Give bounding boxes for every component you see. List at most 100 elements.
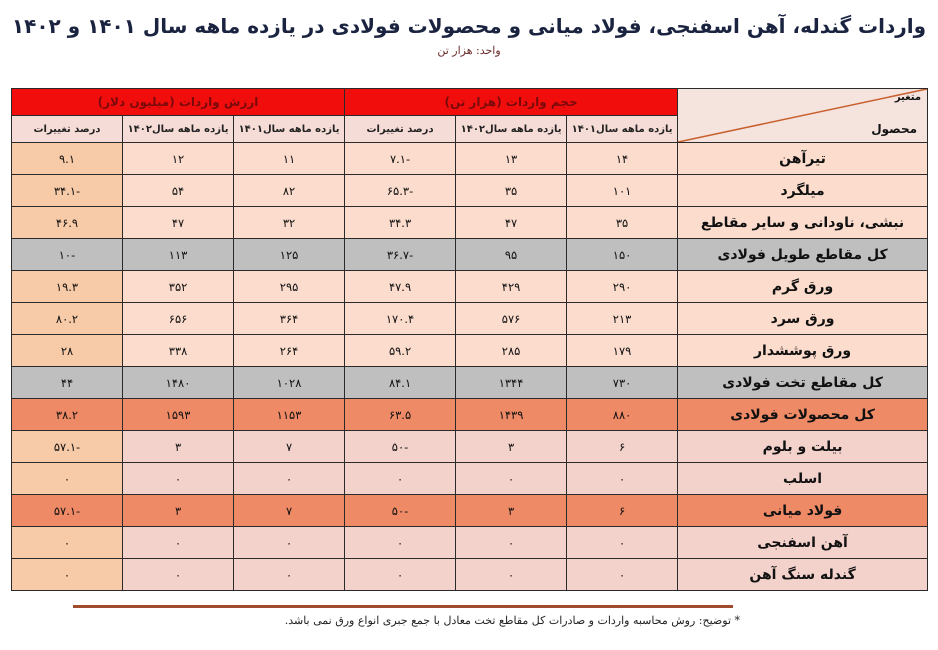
cell-vol-pct: ۰ [344, 526, 457, 559]
variable-label: متغیر [894, 92, 922, 103]
cell-vol-pct: -۶۵.۳ [344, 174, 457, 207]
group-header-volume: حجم واردات (هزار تن) [344, 88, 679, 116]
footnote: * توضیح: روش محاسبه واردات و صادرات کل م… [284, 614, 740, 627]
cell-vol-1401: ۶ [566, 494, 679, 527]
cell-vol-1401: ۰ [566, 558, 679, 591]
cell-vol-1402: ۱۳۴۴ [455, 366, 568, 399]
cell-vol-pct: -۷.۱ [344, 142, 457, 175]
cell-vol-1401: ۱۵۰ [566, 238, 679, 271]
cell-vol-1401: ۱۴ [566, 142, 679, 175]
cell-val-1402: ۱۵۹۳ [122, 398, 235, 431]
footer-divider [73, 605, 733, 608]
cell-val-1402: ۰ [122, 526, 235, 559]
cell-val-pct: ۲۸ [10, 334, 124, 367]
table-row: ورق سرد ۲۱۳ ۵۷۶ ۱۷۰.۴ ۳۶۴ ۶۵۶ ۸۰.۲ [10, 302, 929, 335]
cell-vol-1402: ۰ [455, 526, 568, 559]
corner-header: متغیر محصول [677, 88, 929, 143]
cell-val-1402: ۳۳۸ [122, 334, 235, 367]
product-name-cell: اسلب [677, 462, 929, 495]
product-name-cell: کل محصولات فولادی [677, 398, 929, 431]
cell-val-1402: ۶۵۶ [122, 302, 235, 335]
cell-val-1401: ۱۱ [233, 142, 346, 175]
cell-vol-1401: ۱۷۹ [566, 334, 679, 367]
cell-val-1401: ۱۲۵ [233, 238, 346, 271]
cell-val-1402: ۳ [122, 494, 235, 527]
cell-vol-1402: ۰ [455, 462, 568, 495]
subheader-volume-1402: یازده ماهه سال۱۴۰۲ [455, 115, 568, 143]
cell-vol-pct: -۳۶.۷ [344, 238, 457, 271]
product-name-cell: آهن اسفنجی [677, 526, 929, 559]
cell-vol-pct: ۱۷۰.۴ [344, 302, 457, 335]
table-row: گندله سنگ آهن ۰ ۰ ۰ ۰ ۰ ۰ [10, 558, 929, 591]
product-name-cell: بیلت و بلوم [677, 430, 929, 463]
cell-val-1402: ۳ [122, 430, 235, 463]
cell-vol-pct: ۰ [344, 558, 457, 591]
product-name-cell: تیرآهن [677, 142, 929, 175]
cell-vol-1401: ۲۹۰ [566, 270, 679, 303]
product-name-cell: گندله سنگ آهن [677, 558, 929, 591]
cell-vol-pct: ۴۷.۹ [344, 270, 457, 303]
cell-vol-1401: ۷۳۰ [566, 366, 679, 399]
cell-val-pct: ۰ [10, 526, 124, 559]
product-label: محصول [871, 122, 918, 136]
cell-vol-1402: ۰ [455, 558, 568, 591]
cell-val-1402: ۴۷ [122, 206, 235, 239]
cell-vol-1402: ۵۷۶ [455, 302, 568, 335]
subheader-value-pct: درصد تغییرات [10, 115, 124, 143]
diagonal-divider-icon [678, 89, 927, 142]
cell-val-1401: ۰ [233, 558, 346, 591]
cell-val-1401: ۷ [233, 430, 346, 463]
cell-val-pct: -۳۴.۱ [10, 174, 124, 207]
subheader-volume-1401: یازده ماهه سال۱۴۰۱ [566, 115, 679, 143]
group-header-value: ارزش واردات (میلیون دلار) [10, 88, 346, 116]
cell-val-pct: ۱۹.۳ [10, 270, 124, 303]
cell-val-1402: ۰ [122, 558, 235, 591]
product-name-cell: نبشی، ناودانی و سایر مقاطع [677, 206, 929, 239]
cell-vol-1401: ۰ [566, 526, 679, 559]
table-row: اسلب ۰ ۰ ۰ ۰ ۰ ۰ [10, 462, 929, 495]
product-name-cell: فولاد میانی [677, 494, 929, 527]
table-row: تیرآهن ۱۴ ۱۳ -۷.۱ ۱۱ ۱۲ ۹.۱ [10, 142, 929, 175]
cell-val-pct: -۱۰ [10, 238, 124, 271]
table-row: کل مقاطع تخت فولادی ۷۳۰ ۱۳۴۴ ۸۴.۱ ۱۰۲۸ ۱۴۸۰ ۴۴ [10, 366, 929, 399]
product-name-cell: ورق پوششدار [677, 334, 929, 367]
table-row: ورق گرم ۲۹۰ ۴۲۹ ۴۷.۹ ۲۹۵ ۳۵۲ ۱۹.۳ [10, 270, 929, 303]
cell-val-1401: ۰ [233, 526, 346, 559]
cell-vol-pct: ۵۹.۲ [344, 334, 457, 367]
cell-vol-pct: -۵۰ [344, 430, 457, 463]
cell-val-1401: ۷ [233, 494, 346, 527]
cell-vol-1402: ۳ [455, 494, 568, 527]
cell-val-1401: ۳۲ [233, 206, 346, 239]
product-name-cell: کل مقاطع تخت فولادی [677, 366, 929, 399]
cell-vol-1401: ۰ [566, 462, 679, 495]
table-row: ورق پوششدار ۱۷۹ ۲۸۵ ۵۹.۲ ۲۶۴ ۳۳۸ ۲۸ [10, 334, 929, 367]
cell-vol-1402: ۲۸۵ [455, 334, 568, 367]
cell-val-1402: ۵۴ [122, 174, 235, 207]
cell-vol-1402: ۳۵ [455, 174, 568, 207]
cell-val-pct: -۵۷.۱ [10, 430, 124, 463]
product-name-cell: ورق سرد [677, 302, 929, 335]
cell-vol-1402: ۴۷ [455, 206, 568, 239]
cell-val-1401: ۸۲ [233, 174, 346, 207]
cell-val-1402: ۰ [122, 462, 235, 495]
cell-vol-1401: ۲۱۳ [566, 302, 679, 335]
cell-val-1401: ۱۰۲۸ [233, 366, 346, 399]
cell-vol-pct: ۸۴.۱ [344, 366, 457, 399]
cell-vol-1401: ۳۵ [566, 206, 679, 239]
cell-vol-1401: ۸۸۰ [566, 398, 679, 431]
table-row: بیلت و بلوم ۶ ۳ -۵۰ ۷ ۳ -۵۷.۱ [10, 430, 929, 463]
cell-vol-1402: ۹۵ [455, 238, 568, 271]
cell-val-1402: ۱۱۳ [122, 238, 235, 271]
subheader-value-1401: یازده ماهه سال۱۴۰۱ [233, 115, 346, 143]
cell-vol-1402: ۳ [455, 430, 568, 463]
cell-vol-pct: -۵۰ [344, 494, 457, 527]
cell-val-pct: ۳۸.۲ [10, 398, 124, 431]
cell-val-1401: ۳۶۴ [233, 302, 346, 335]
subheader-volume-pct: درصد تغییرات [344, 115, 457, 143]
cell-vol-1401: ۱۰۱ [566, 174, 679, 207]
table-row: فولاد میانی ۶ ۳ -۵۰ ۷ ۳ -۵۷.۱ [10, 494, 929, 527]
cell-val-pct: ۹.۱ [10, 142, 124, 175]
cell-val-pct: -۵۷.۱ [10, 494, 124, 527]
cell-val-pct: ۴۴ [10, 366, 124, 399]
cell-val-pct: ۸۰.۲ [10, 302, 124, 335]
